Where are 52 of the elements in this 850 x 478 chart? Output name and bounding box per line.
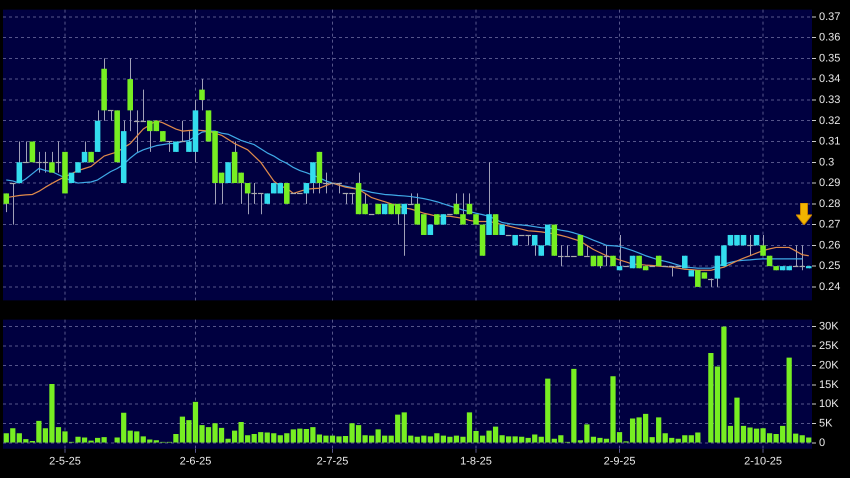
- candlestick: [616, 234, 622, 271]
- candlestick: [49, 151, 55, 174]
- x-tick-label: 2-9-25: [604, 455, 636, 468]
- candlestick: [173, 141, 179, 152]
- candlestick: [486, 162, 492, 236]
- candlestick: [16, 141, 22, 184]
- candlestick: [428, 224, 434, 236]
- y-tick-label: 0: [819, 437, 826, 450]
- x-tick-label: 1-8-25: [460, 455, 492, 468]
- y-tick-label: 15K: [819, 378, 840, 391]
- y-tick-label: 30K: [819, 320, 840, 333]
- x-tick-label: 2-10-25: [744, 455, 782, 468]
- y-tick-label: 5K: [819, 418, 834, 430]
- y-tick-label: 0.27: [819, 218, 840, 231]
- y-tick-label: 0.31: [819, 136, 840, 148]
- x-tick-label: 2-6-25: [180, 455, 212, 468]
- y-tick-label: 20K: [819, 359, 840, 372]
- candlestick: [682, 255, 688, 269]
- y-tick-label: 0.29: [819, 177, 840, 190]
- y-tick-label: 0.34: [819, 73, 840, 86]
- candlestick: [199, 78, 205, 111]
- x-tick-label: 2-5-25: [49, 455, 81, 468]
- candlestick: [492, 214, 498, 236]
- y-tick-label: 0.28: [819, 198, 840, 210]
- candlestick: [532, 234, 538, 256]
- candlestick: [3, 192, 10, 213]
- candlestick: [30, 141, 36, 163]
- y-tick-label: 0.33: [819, 94, 840, 106]
- candlestick: [454, 192, 460, 215]
- y-tick-label: 0.3: [819, 156, 834, 168]
- x-tick-label: 2-7-25: [316, 455, 348, 468]
- y-tick-label: 0.32: [819, 114, 840, 127]
- candlestick: [630, 255, 636, 269]
- y-tick-label: 25K: [819, 340, 840, 352]
- candlestick: [760, 234, 766, 256]
- y-tick-label: 0.35: [819, 52, 840, 64]
- candlestick: [466, 192, 472, 215]
- candlestick: [401, 203, 408, 256]
- candlestick: [544, 224, 551, 246]
- candlestick: [310, 162, 316, 194]
- candlestick: [460, 192, 466, 226]
- y-tick-label: 0.25: [819, 260, 840, 272]
- candlestick: [284, 182, 290, 204]
- candlestick: [499, 224, 505, 236]
- y-tick-label: 0.26: [819, 239, 840, 252]
- candlestick: [304, 182, 310, 204]
- candlestick: [244, 182, 250, 215]
- y-tick-label: 0.36: [819, 32, 840, 44]
- y-tick-label: 0.37: [819, 10, 840, 23]
- candlestick: [82, 141, 88, 163]
- y-tick-label: 0.24: [819, 280, 840, 293]
- y-tick-label: 10K: [819, 398, 840, 410]
